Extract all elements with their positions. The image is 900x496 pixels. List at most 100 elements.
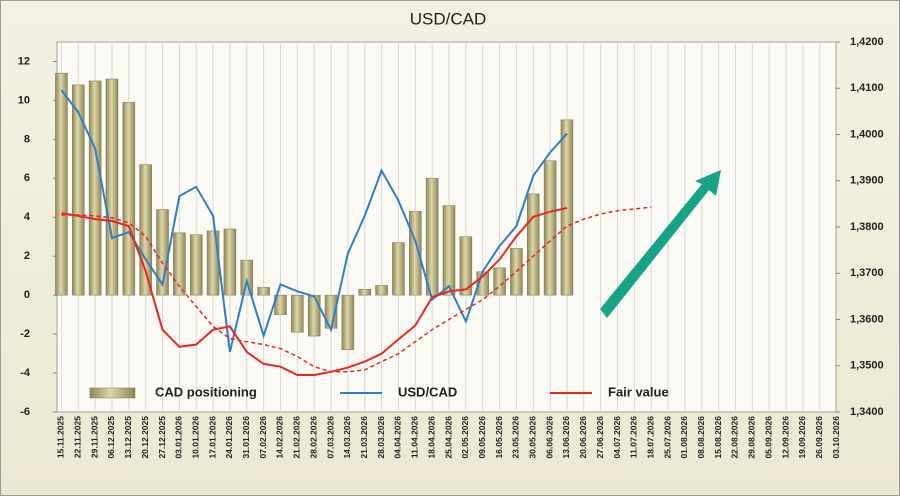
x-tick-label: 13.06.2026: [561, 416, 571, 459]
y2-tick-label: 1,3700: [850, 267, 884, 279]
bar: [510, 248, 523, 296]
y-tick-label: 6: [24, 172, 30, 184]
y2-tick-label: 1,3500: [850, 360, 884, 372]
bar: [291, 294, 304, 333]
bar: [307, 294, 321, 337]
x-tick-label: 21.03.2026: [359, 416, 369, 459]
x-tick-label: 19.09.2026: [797, 416, 807, 459]
x-tick-label: 31.01.2026: [241, 416, 251, 459]
bar: [560, 119, 574, 296]
x-tick-label: 27.06.2026: [595, 416, 605, 459]
x-tick-label: 15.11.2025: [56, 416, 66, 458]
x-tick-label: 26.09.2026: [814, 416, 824, 459]
line: [60, 89, 568, 353]
bar: [392, 242, 405, 296]
bar: [493, 267, 506, 296]
x-tick-label: 27.12.2025: [157, 416, 167, 459]
legend-label: USD/CAD: [398, 384, 457, 399]
bar: [206, 230, 220, 296]
bar: [341, 294, 355, 350]
dashed-line: [61, 206, 652, 373]
bar: [55, 72, 68, 296]
x-tick-label: 06.12.2025: [106, 416, 116, 459]
x-tick-label: 05.09.2026: [763, 416, 773, 459]
x-tick-label: 07.02.2026: [258, 416, 268, 459]
legend-label: CAD positioning: [155, 384, 257, 399]
x-tick-label: 17.01.2026: [207, 416, 217, 459]
x-tick-label: 16.05.2026: [494, 416, 504, 459]
bar: [240, 259, 254, 296]
y-tick-label: -4: [20, 367, 31, 379]
bar: [122, 102, 136, 296]
y2-tick-label: 1,4200: [850, 36, 884, 48]
y2-tick-label: 1,4100: [850, 82, 884, 94]
trend-arrow: [600, 170, 721, 318]
y-tick-label: 0: [24, 289, 30, 301]
bar: [358, 289, 371, 296]
y2-tick-label: 1,3800: [850, 221, 884, 233]
x-tick-label: 03.10.2026: [831, 416, 841, 459]
x-tick-label: 14.03.2026: [342, 416, 352, 459]
y2-tick-label: 1,4000: [850, 128, 884, 140]
y-tick-label: 2: [24, 250, 30, 262]
x-tick-label: 25.04.2026: [443, 416, 453, 459]
bar: [257, 287, 270, 296]
x-tick-label: 30.05.2026: [528, 416, 538, 459]
y-tick-label: 4: [24, 211, 31, 223]
x-tick-label: 28.02.2026: [308, 416, 318, 459]
bar: [189, 234, 203, 296]
y2-tick-label: 1,3600: [850, 313, 884, 325]
x-tick-label: 11.04.2026: [410, 416, 420, 458]
bar: [72, 84, 85, 296]
x-tick-label: 24.01.2026: [224, 416, 234, 459]
x-tick-label: 03.01.2026: [174, 416, 184, 459]
legend-label: Fair value: [608, 384, 669, 399]
x-tick-label: 06.06.2026: [544, 416, 554, 459]
x-tick-label: 15.08.2026: [713, 416, 723, 459]
x-tick-label: 09.05.2026: [477, 416, 487, 459]
x-tick-label: 20.06.2026: [578, 416, 588, 459]
x-tick-label: 04.04.2026: [393, 416, 403, 459]
bar: [459, 236, 473, 296]
bar: [543, 160, 557, 296]
y-tick-label: -2: [20, 328, 30, 340]
x-tick-label: 08.08.2026: [696, 416, 706, 459]
bar: [425, 178, 439, 296]
line: [61, 207, 568, 376]
x-tick-label: 28.03.2026: [376, 416, 386, 459]
bar: [105, 78, 119, 296]
x-tick-label: 13.12.2025: [123, 416, 133, 459]
x-tick-label: 23.05.2026: [511, 416, 521, 459]
bar: [173, 232, 186, 296]
x-tick-label: 14.02.2026: [275, 416, 285, 459]
bar: [442, 205, 456, 296]
bar: [223, 228, 237, 296]
y-tick-label: -6: [20, 406, 30, 418]
bar: [88, 80, 102, 296]
y2-tick-label: 1,3900: [850, 175, 884, 187]
x-tick-label: 04.07.2026: [612, 416, 622, 459]
x-tick-label: 11.07.2026: [629, 416, 639, 458]
x-tick-label: 18.07.2026: [645, 416, 655, 459]
x-tick-label: 22.11.2025: [73, 416, 83, 458]
x-tick-label: 29.11.2025: [89, 416, 99, 458]
x-tick-label: 20.12.2025: [140, 416, 150, 459]
y-tick-label: 10: [18, 94, 30, 106]
y2-tick-label: 1,3400: [850, 406, 884, 418]
bar: [375, 285, 388, 296]
x-tick-label: 21.02.2026: [292, 416, 302, 459]
y-tick-label: 8: [24, 133, 30, 145]
x-tick-label: 01.08.2026: [679, 416, 689, 459]
y-tick-label: 12: [18, 55, 30, 67]
x-tick-label: 12.09.2026: [780, 416, 790, 459]
bar: [527, 193, 540, 296]
x-tick-label: 10.01.2026: [190, 416, 200, 459]
x-tick-label: 02.05.2026: [460, 416, 470, 459]
bar: [139, 164, 152, 296]
x-tick-label: 22.08.2026: [730, 416, 740, 459]
x-tick-label: 29.08.2026: [747, 416, 757, 459]
x-tick-label: 07.03.2026: [325, 416, 335, 459]
x-tick-label: 18.04.2026: [426, 416, 436, 459]
x-tick-label: 25.07.2026: [662, 416, 672, 459]
